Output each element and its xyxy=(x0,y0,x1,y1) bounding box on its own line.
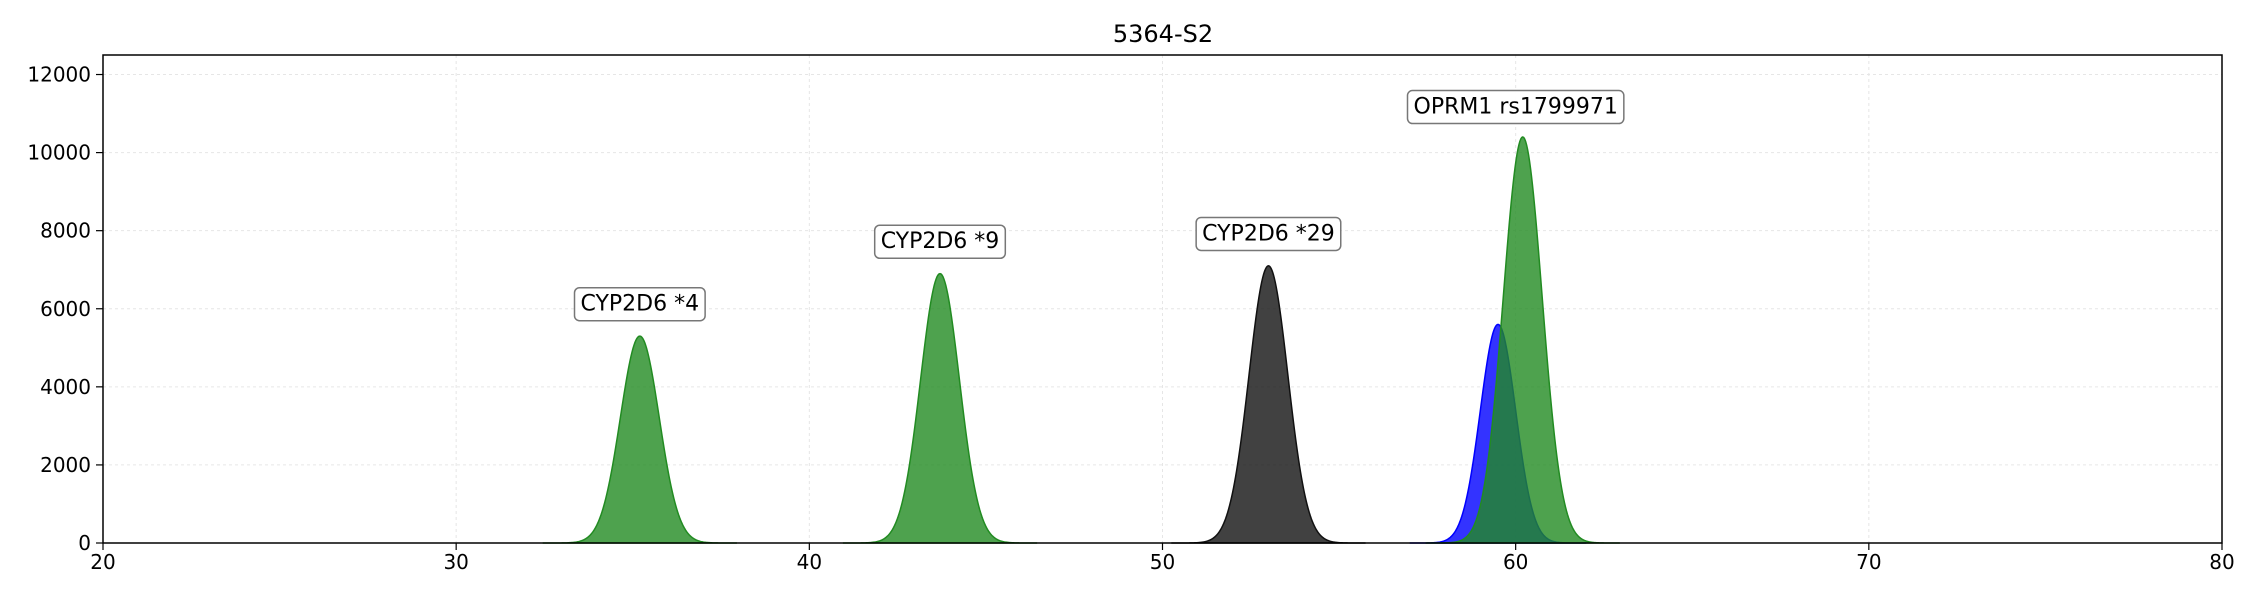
svg-text:CYP2D6 *29: CYP2D6 *29 xyxy=(1202,221,1335,246)
x-tick-label: 20 xyxy=(90,550,115,574)
peak-1 xyxy=(842,272,1038,544)
peak-4 xyxy=(1425,136,1620,544)
y-tick-label: 0 xyxy=(78,531,91,555)
x-tick-label: 60 xyxy=(1503,550,1528,574)
x-tick-label: 40 xyxy=(797,550,822,574)
x-tick-label: 70 xyxy=(1856,550,1881,574)
y-tick-label: 8000 xyxy=(40,219,91,243)
svg-text:OPRM1 rs1799971: OPRM1 rs1799971 xyxy=(1414,95,1618,120)
x-tick-label: 30 xyxy=(443,550,468,574)
peak-label: OPRM1 rs1799971 xyxy=(1406,89,1625,125)
series-layer xyxy=(542,136,1620,544)
x-tick-label: 80 xyxy=(2209,550,2234,574)
x-axis: 20 30 40 50 60 70 80 xyxy=(90,543,2235,574)
y-tick-label: 12000 xyxy=(27,63,91,87)
peak-label: CYP2D6 *4 xyxy=(573,286,706,322)
y-tick-label: 4000 xyxy=(40,375,91,399)
x-tick-label: 50 xyxy=(1150,550,1175,574)
svg-text:CYP2D6 *9: CYP2D6 *9 xyxy=(881,229,1000,254)
peak-2 xyxy=(1171,265,1366,544)
svg-text:CYP2D6 *4: CYP2D6 *4 xyxy=(581,292,700,317)
y-axis: 0 2000 4000 6000 8000 10000 12000 xyxy=(27,63,103,555)
peak-0 xyxy=(542,335,737,544)
y-tick-label: 2000 xyxy=(40,453,91,477)
peak-label: CYP2D6 *29 xyxy=(1195,216,1342,252)
y-tick-label: 10000 xyxy=(27,141,91,165)
peak-labels: CYP2D6 *4 CYP2D6 *9 CYP2D6 *29 OPRM1 rs1799… xyxy=(573,89,1625,322)
grid xyxy=(102,55,2223,544)
y-tick-label: 6000 xyxy=(40,297,91,321)
chart-title: 5364-S2 xyxy=(1113,20,1213,48)
peak-label: CYP2D6 *9 xyxy=(873,224,1007,259)
